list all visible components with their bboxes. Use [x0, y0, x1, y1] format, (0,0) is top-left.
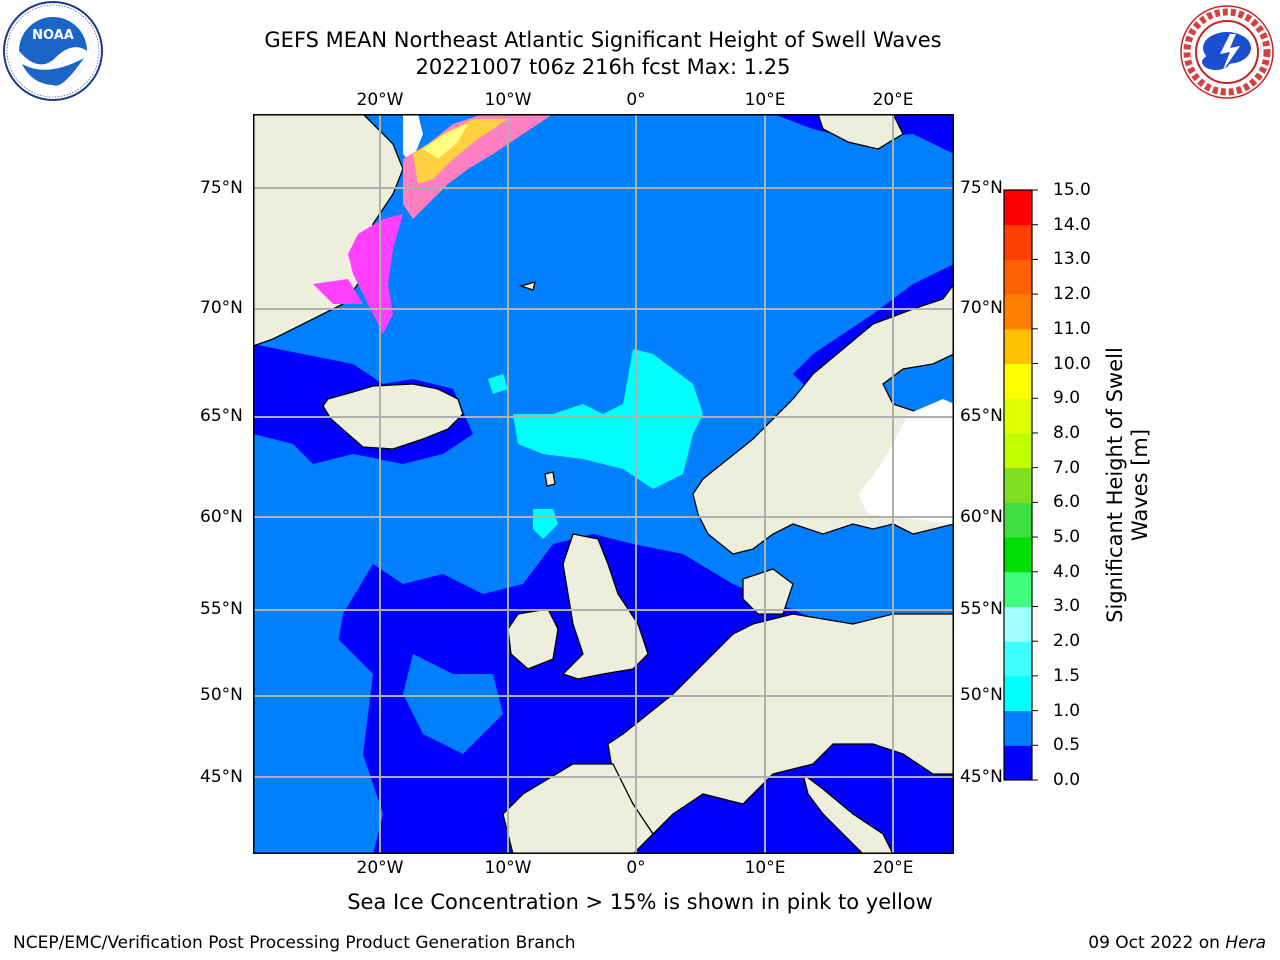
colorbar-segment [1004, 224, 1032, 260]
lat-label-right-50n: 50°N [960, 685, 1003, 705]
lon-label-bottom-10e: 10°E [744, 858, 786, 878]
lat-label-right-60n: 60°N [960, 507, 1003, 527]
colorbar-tick-label: 8.0 [1053, 422, 1081, 443]
colorbar-segment [1004, 259, 1032, 295]
colorbar-segment [1004, 467, 1032, 503]
colorbar-tick-label: 11.0 [1053, 318, 1091, 339]
credit-host: Hera [1225, 933, 1266, 953]
colorbar-tick-label: 0.5 [1053, 735, 1081, 756]
colorbar-segment [1004, 675, 1032, 712]
mid-swell-patches [253, 584, 503, 854]
colorbar-tick-label: 0.0 [1053, 770, 1081, 790]
lat-label-right-65n: 65°N [960, 406, 1003, 426]
colorbar-segment [1004, 294, 1032, 330]
lon-label-top-20w: 20°W [356, 90, 404, 110]
map-area [253, 114, 954, 854]
colorbar-segment [1004, 641, 1032, 677]
colorbar-frame [1003, 189, 1033, 781]
colorbar-tick-label: 2.0 [1053, 631, 1081, 652]
lat-label-right-45n: 45°N [960, 767, 1003, 787]
map-title: GEFS MEAN Northeast Atlantic Significant… [264, 28, 942, 52]
map-frame [253, 114, 954, 854]
sea-ice-note: Sea Ice Concentration > 15% is shown in … [347, 890, 933, 914]
credit-branch: NCEP/EMC/Verification Post Processing Pr… [13, 933, 576, 953]
colorbar-tick-label: 9.0 [1053, 388, 1081, 409]
lon-label-top-10w: 10°W [484, 90, 532, 110]
lat-label-right-55n: 55°N [960, 599, 1003, 619]
lon-label-bottom-0: 0° [626, 858, 646, 878]
colorbar-title: Significant Height of Swell Waves [m] [1103, 347, 1152, 623]
lat-label-left-70n: 70°N [200, 298, 243, 318]
lon-label-top-20e: 20°E [872, 90, 914, 110]
colorbar-segment [1004, 398, 1032, 434]
colorbar-segment [1004, 537, 1032, 573]
colorbar-segment [1004, 363, 1032, 399]
lat-label-left-50n: 50°N [200, 685, 243, 705]
nws-logo [1180, 5, 1274, 99]
lat-label-right-70n: 70°N [960, 298, 1003, 318]
colorbar-segment [1004, 328, 1032, 365]
colorbar-segment [1004, 571, 1032, 607]
colorbar-segment [1004, 745, 1032, 781]
lon-label-bottom-10w: 10°W [484, 858, 532, 878]
colorbar-tick-label: 15.0 [1053, 180, 1091, 200]
lon-label-bottom-20w: 20°W [356, 858, 404, 878]
lat-label-left-75n: 75°N [200, 178, 243, 198]
lat-label-left-55n: 55°N [200, 599, 243, 619]
colorbar-tick-label: 5.0 [1053, 527, 1081, 548]
colorbar-segment [1004, 710, 1032, 746]
lon-label-bottom-20e: 20°E [872, 858, 914, 878]
colorbar-tick-label: 3.0 [1053, 596, 1081, 617]
lat-label-left-65n: 65°N [200, 406, 243, 426]
colorbar-segment [1004, 432, 1032, 469]
noaa-logo-text: NOAA [32, 28, 74, 43]
lon-label-top-10e: 10°E [744, 90, 786, 110]
colorbar-tick-label: 13.0 [1053, 249, 1091, 270]
colorbar-tick-label: 14.0 [1053, 214, 1091, 235]
credit-date-host: 09 Oct 2022 on Hera [1088, 933, 1266, 953]
colorbar-tick-label: 12.0 [1053, 284, 1091, 305]
colorbar-tick-label: 6.0 [1053, 492, 1081, 513]
colorbar-tick-label: 10.0 [1053, 353, 1091, 374]
lon-label-top-0: 0° [626, 90, 646, 110]
colorbar-tick-label: 7.0 [1053, 457, 1081, 478]
noaa-logo: NOAA [3, 1, 103, 101]
colorbar-tick-label: 1.0 [1053, 700, 1081, 721]
colorbar-segment [1004, 502, 1032, 538]
colorbar-segment [1004, 606, 1032, 642]
lat-label-left-45n: 45°N [200, 767, 243, 787]
map-subtitle: 20221007 t06z 216h fcst Max: 1.25 [415, 55, 791, 79]
lat-label-right-75n: 75°N [960, 178, 1003, 198]
credit-date: 09 Oct 2022 on [1088, 933, 1226, 953]
gulf-of-bothnia [403, 114, 954, 524]
lat-label-left-60n: 60°N [200, 507, 243, 527]
graticule [253, 114, 954, 854]
colorbar-tick-label: 1.5 [1053, 665, 1081, 686]
colorbar-tick-label: 4.0 [1053, 561, 1081, 582]
colorbar-segment [1004, 190, 1032, 226]
colorbar [1003, 189, 1038, 781]
sea-ice-edge [313, 114, 553, 334]
